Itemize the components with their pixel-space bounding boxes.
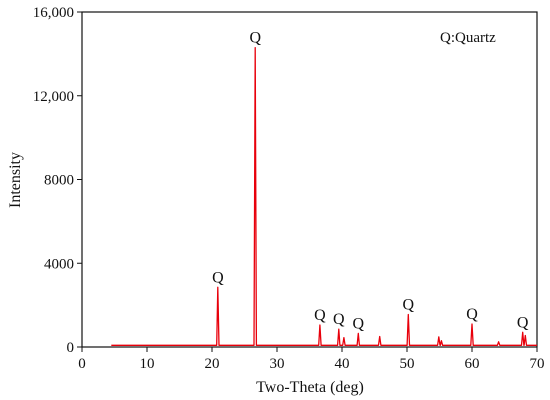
peak-label: Q — [333, 311, 345, 328]
peak-label: Q — [403, 297, 415, 314]
y-tick-label: 4000 — [44, 256, 74, 272]
peak-label: Q — [314, 307, 326, 324]
x-tick-label: 50 — [400, 356, 415, 372]
x-tick-label: 60 — [465, 356, 480, 372]
x-tick-label: 30 — [270, 356, 285, 372]
y-axis-title: Intensity — [7, 152, 24, 208]
y-tick-label: 16,000 — [33, 5, 74, 21]
series-line — [111, 46, 537, 346]
x-tick-label: 70 — [530, 356, 545, 372]
peak-label: Q — [517, 314, 529, 331]
legend-text: Q:Quartz — [440, 30, 496, 46]
x-axis-title: Two-Theta (deg) — [256, 379, 364, 396]
y-axis: 0 4000 8000 12,000 16,000 — [33, 5, 82, 356]
y-tick-label: 0 — [67, 340, 75, 356]
peak-label: Q — [249, 30, 261, 47]
x-tick-label: 10 — [140, 356, 155, 372]
diffraction-pattern — [111, 46, 537, 346]
peak-label: Q — [466, 306, 478, 323]
x-tick-label: 40 — [335, 356, 350, 372]
x-tick-label: 0 — [78, 356, 86, 372]
plot-frame — [81, 11, 538, 348]
y-tick-label: 8000 — [44, 173, 74, 189]
x-tick-label: 20 — [205, 356, 220, 372]
x-axis: 0 10 20 30 40 50 60 70 — [78, 347, 545, 372]
y-tick-label: 12,000 — [33, 89, 74, 105]
peak-label: Q — [212, 269, 224, 286]
peak-labels: QQQ Q QQQ Q — [212, 30, 529, 333]
peak-label: Q — [352, 315, 364, 332]
